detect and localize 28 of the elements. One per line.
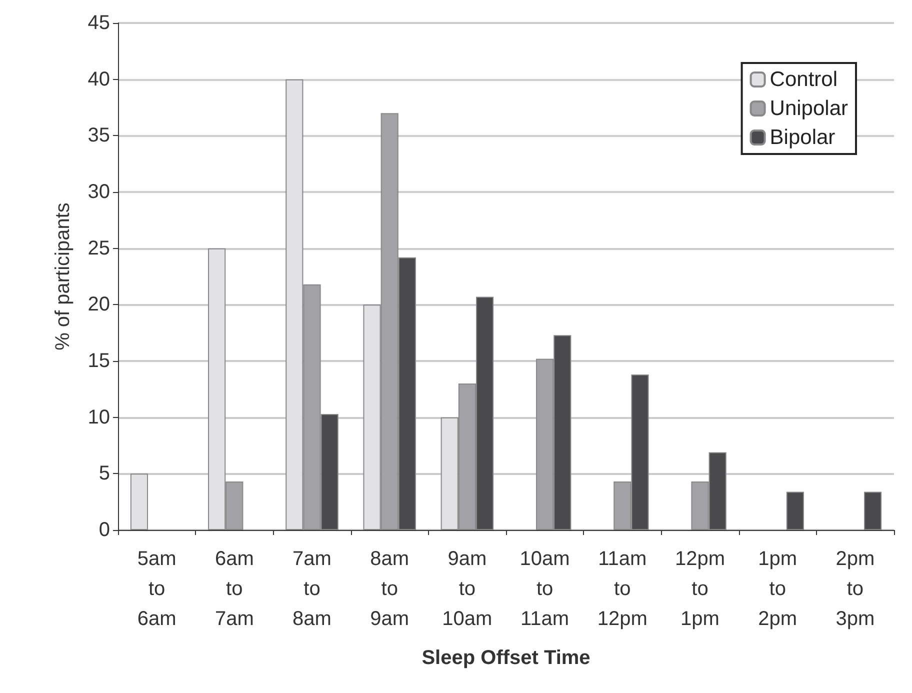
y-tick-label: 30: [88, 181, 110, 203]
bar: [864, 492, 882, 530]
bar: [130, 474, 148, 530]
x-tick-label: 11am to 12pm: [597, 548, 648, 630]
y-tick-label: 25: [88, 237, 110, 260]
y-tick-label: 10: [88, 406, 110, 428]
bar: [786, 492, 804, 530]
x-tick-label: 10am to 11am: [520, 548, 570, 630]
y-tick-label: 0: [98, 519, 110, 541]
x-tick-label: 9am to 10am: [442, 548, 492, 630]
y-tick-label: 35: [88, 124, 110, 147]
legend-label: Control: [770, 68, 838, 91]
x-tick-label: 6am to 7am: [214, 548, 254, 630]
x-tick-label: 1pm to 2pm: [758, 548, 798, 630]
x-tick-label: 5am to 6am: [137, 548, 176, 630]
y-tick-label: 5: [98, 462, 110, 485]
legend-label: Bipolar: [770, 126, 836, 149]
x-tick-label: 12pm to 1pm: [674, 548, 726, 630]
x-tick-label: 7am to 8am: [292, 548, 332, 630]
y-tick-label: 45: [88, 12, 110, 34]
x-tick-label: 8am to 9am: [370, 548, 410, 630]
x-tick-label: 2pm to 3pm: [836, 548, 875, 630]
y-tick-label: 15: [88, 350, 110, 372]
y-tick-label: 40: [88, 68, 110, 90]
legend-label: Unipolar: [770, 97, 848, 120]
x-axis-title: Sleep Offset Time: [422, 647, 590, 669]
y-tick-label: 20: [88, 294, 110, 316]
y-axis-title: % of participants: [52, 202, 74, 350]
